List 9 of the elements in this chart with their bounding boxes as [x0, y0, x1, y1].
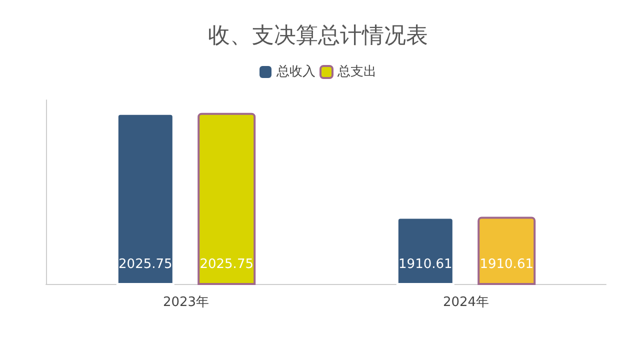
x-tick-label: 2024年: [442, 295, 490, 310]
legend-label: 总支出: [336, 64, 376, 80]
data-label: 1910.61: [480, 257, 534, 272]
x-tick-label: 2023年: [162, 295, 210, 310]
chart-title: 收、支决算总计情况表: [208, 24, 428, 48]
data-label: 2025.75: [200, 257, 254, 272]
data-label: 1910.61: [398, 257, 452, 272]
data-label: 2025.75: [118, 257, 172, 272]
legend-label: 总收入: [276, 64, 316, 80]
